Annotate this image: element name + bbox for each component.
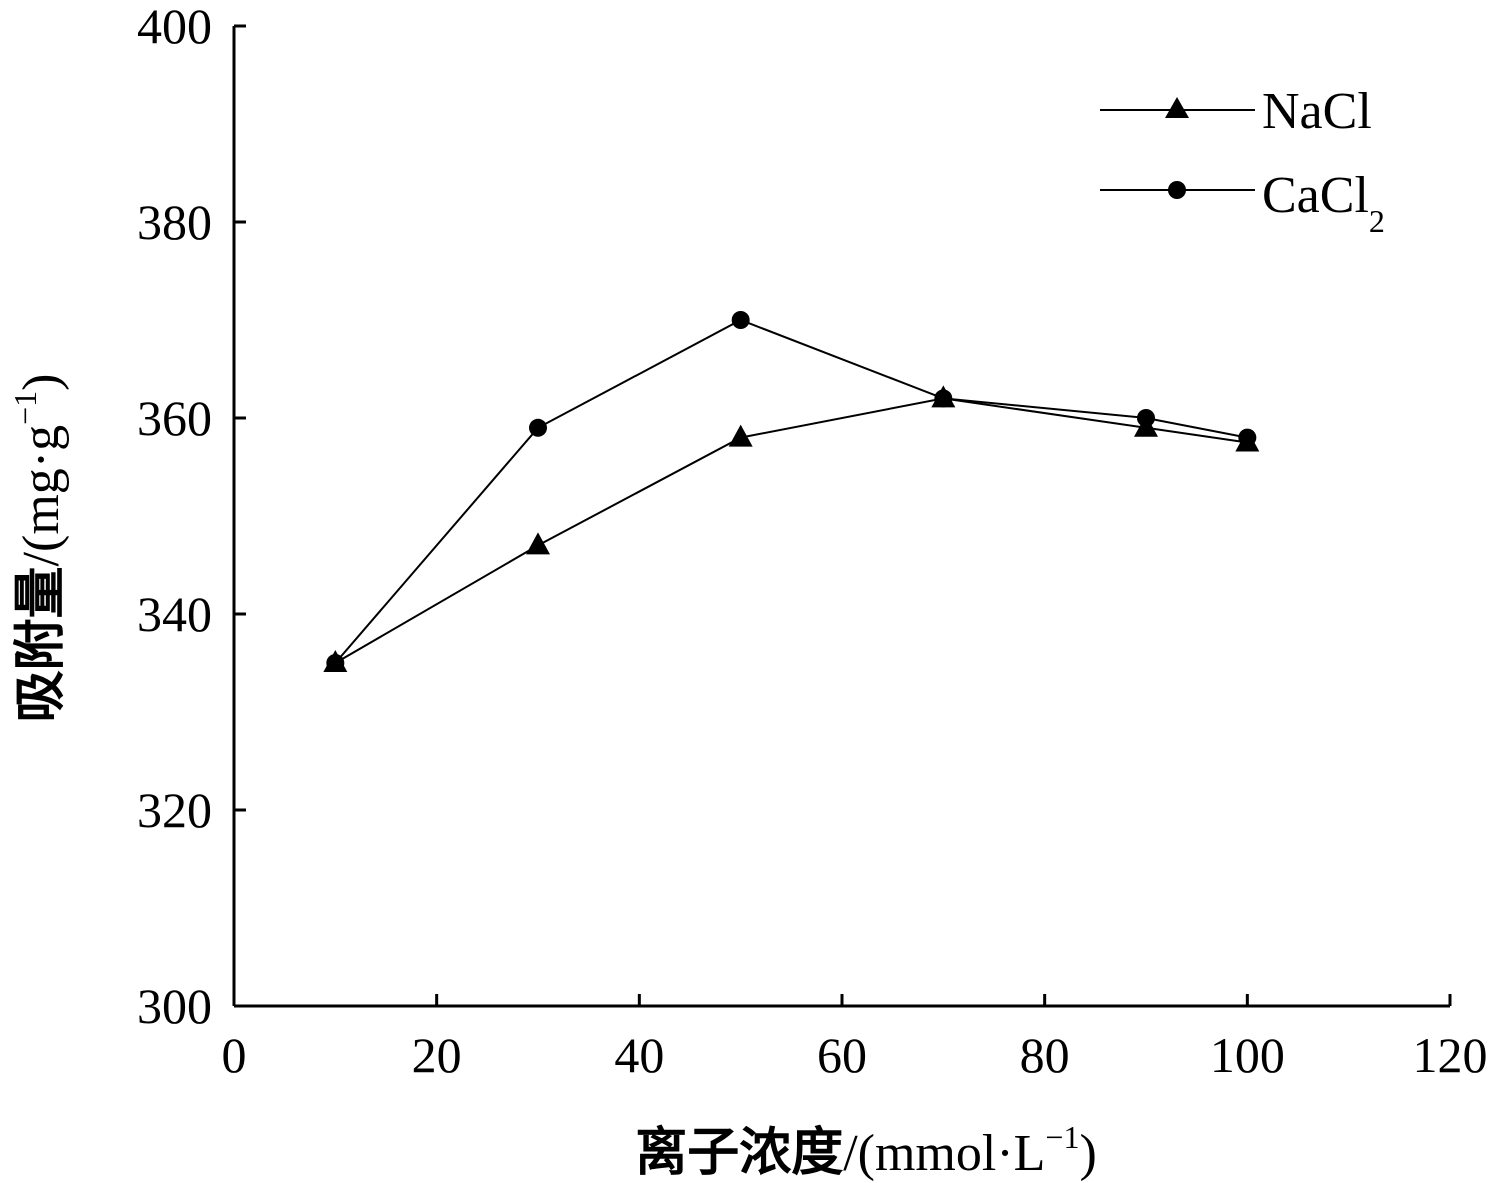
- y-tick-label: 380: [137, 194, 212, 250]
- y-axis-unit-close: ): [13, 374, 70, 391]
- series-line-cacl2: [334, 318, 1248, 664]
- point-cacl2: [326, 654, 345, 672]
- x-tick-label: 120: [1413, 1027, 1488, 1083]
- legend-item-cacl2: CaCl2: [1100, 167, 1385, 239]
- y-tick-label: 340: [137, 586, 212, 642]
- point-cacl2: [1238, 428, 1257, 447]
- x-tick-label: 20: [412, 1027, 462, 1083]
- x-tick-label: 60: [817, 1027, 867, 1083]
- x-axis-unit-close: ): [1079, 1125, 1096, 1182]
- legend-label-cacl2-sub: 2: [1369, 203, 1385, 239]
- x-tick-label: 80: [1020, 1027, 1070, 1083]
- x-tick-label: 100: [1210, 1027, 1285, 1083]
- y-axis-unit-sup: −1: [7, 391, 43, 425]
- y-tick-label: 300: [137, 978, 212, 1034]
- point-nacl: [728, 424, 753, 447]
- x-axis-title: 离子浓度/(mmol·L−1): [635, 1119, 1097, 1183]
- point-nacl: [526, 532, 550, 555]
- y-axis-title-text: 吸附量: [11, 566, 71, 722]
- point-cacl2: [529, 418, 547, 437]
- y-tick-label: 400: [137, 0, 212, 54]
- series-line-nacl: [334, 397, 1248, 664]
- legend: NaCl CaCl2: [1100, 83, 1385, 239]
- legend-marker-cacl2: [1168, 181, 1186, 199]
- y-tick-label: 360: [137, 390, 212, 446]
- series-layer: [323, 311, 1260, 672]
- x-tick-label: 40: [614, 1027, 664, 1083]
- x-axis-title-text: 离子浓度: [635, 1123, 843, 1183]
- point-cacl2: [1137, 409, 1155, 427]
- y-ticks: 300 320 340 360 380 400: [137, 0, 246, 1034]
- x-axis-unit-open: /(mmol·L: [843, 1125, 1045, 1182]
- y-axis-title: 吸附量/(mg·g−1): [7, 374, 71, 723]
- point-cacl2: [934, 389, 953, 408]
- legend-marker-nacl: [1165, 97, 1189, 118]
- x-tick-label: 0: [222, 1027, 247, 1083]
- legend-item-nacl: NaCl: [1100, 83, 1372, 140]
- legend-label-cacl2-base: CaCl: [1262, 167, 1369, 224]
- legend-label-nacl-base: NaCl: [1262, 83, 1372, 140]
- y-axis-unit-open: /(mg·g: [13, 425, 70, 567]
- x-ticks: 0 20 40 60 80 100 120: [222, 994, 1488, 1083]
- point-cacl2: [731, 311, 750, 329]
- legend-label-nacl: NaCl: [1262, 83, 1372, 140]
- x-axis-unit-sup: −1: [1045, 1119, 1079, 1155]
- legend-label-cacl2: CaCl2: [1262, 167, 1385, 239]
- plot-area: 0 20 40 60 80 100 120 300 320 340 360 380 400: [137, 0, 1488, 1083]
- y-tick-label: 320: [137, 782, 212, 838]
